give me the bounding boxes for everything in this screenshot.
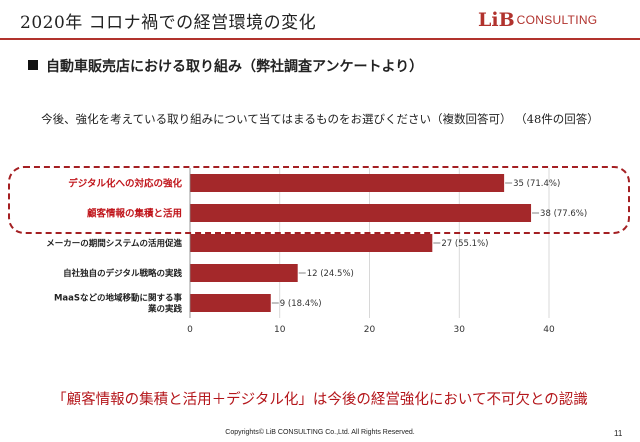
copyright-footer: Copyrights© LiB CONSULTING Co.,Ltd. All … (225, 429, 415, 436)
square-bullet-icon (28, 60, 38, 70)
conclusion-statement: 「顧客情報の集積と活用＋デジタル化」は今後の経営強化において不可欠との認識 (52, 392, 588, 408)
slide-title: 2020年 コロナ禍での経営環境の変化 (20, 13, 317, 33)
bar-4 (190, 294, 271, 312)
data-label-3: 12 (24.5%) (307, 269, 354, 279)
title-divider (0, 38, 640, 40)
logo-text: CONSULTING (516, 13, 598, 27)
company-logo: LiB CONSULTING (478, 8, 597, 32)
bar-0 (190, 174, 505, 192)
category-label-1: 顧客情報の集積と活用 (87, 207, 182, 219)
bar-1 (190, 204, 532, 222)
data-label-1: 38 (77.6%) (540, 209, 587, 219)
x-tick-label-4: 40 (543, 325, 555, 335)
page-number: 11 (614, 429, 623, 438)
category-label-0: デジタル化への対応の強化 (68, 177, 182, 189)
x-tick-label-1: 10 (274, 325, 286, 335)
data-label-2: 27 (55.1%) (441, 239, 488, 249)
section-heading-text: 自動車販売店における取り組み（弊社調査アンケートより） (46, 59, 424, 75)
section-heading: 自動車販売店における取り組み（弊社調査アンケートより） (28, 56, 423, 76)
x-tick-label-3: 30 (454, 325, 466, 335)
x-tick-label-0: 0 (187, 325, 193, 335)
highlight-dashed-box (8, 166, 630, 234)
bar-chart: 0 10 20 30 40 デジタル化への対応の強化 35 (71.4%) 顧客情報の集積と活… (46, 168, 587, 335)
category-label-3: 自社独自のデジタル戦略の実践 (63, 268, 182, 279)
x-tick-label-2: 20 (364, 325, 376, 335)
category-label-4: MaaSなどの地域移動に関する事業の実践 (54, 292, 183, 314)
category-label-2: メーカーの期間システムの活用促進 (46, 238, 182, 249)
logo-mark: LiB (478, 9, 515, 31)
bar-3 (190, 264, 298, 282)
bar-2 (190, 234, 433, 252)
data-label-0: 35 (71.4%) (513, 179, 560, 189)
survey-question: 今後、強化を考えている取り組みについて当てはまるものをお選びください（複数回答可… (41, 112, 599, 126)
data-label-4: 9 (18.4%) (280, 299, 322, 309)
